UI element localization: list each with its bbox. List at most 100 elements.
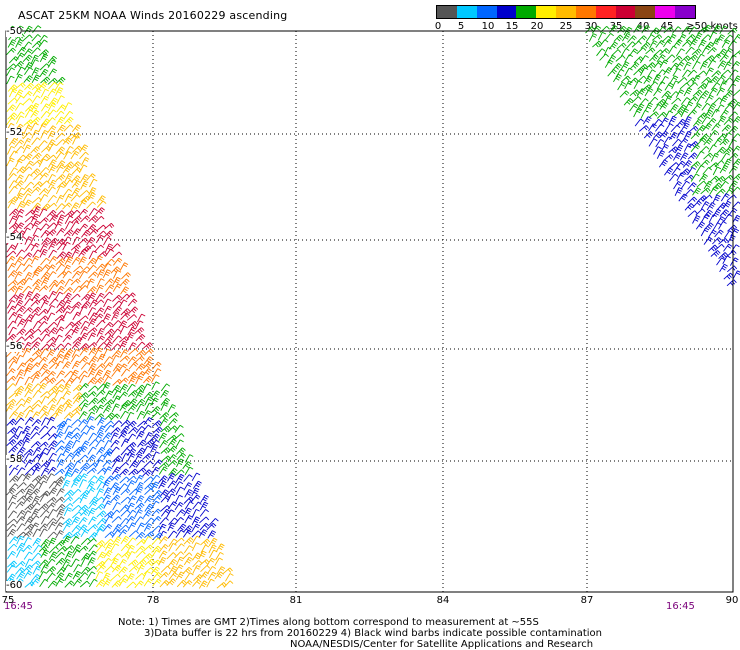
wind-barb [112, 363, 122, 372]
wind-barb [14, 417, 25, 426]
wind-barb [119, 468, 130, 476]
wind-barb [80, 215, 90, 223]
wind-barb [22, 285, 32, 294]
wind-barb [78, 237, 89, 245]
wind-barb [135, 486, 144, 495]
wind-barb [30, 425, 40, 434]
wind-barb [137, 439, 147, 448]
wind-barb [110, 413, 121, 421]
wind-barb [167, 425, 178, 433]
wind-barb [64, 173, 73, 182]
wind-barb [47, 195, 57, 203]
wind-barb [687, 167, 696, 176]
wind-barb [7, 356, 18, 364]
colorbar-segment [536, 6, 557, 18]
wind-barb [96, 397, 107, 405]
wind-barb [24, 416, 35, 425]
wind-barb [38, 523, 49, 531]
wind-barb [54, 479, 64, 488]
wind-barb [634, 118, 644, 127]
wind-barb [192, 579, 202, 587]
wind-barb [31, 355, 42, 362]
wind-barb [24, 483, 35, 491]
wind-barb [120, 535, 130, 545]
wind-barb [199, 559, 210, 566]
wind-barb [687, 82, 699, 89]
wind-barb [38, 140, 48, 148]
wind-barb [14, 214, 23, 224]
wind-barb [30, 122, 39, 132]
wind-barb [613, 34, 624, 42]
wind-barb [32, 390, 42, 399]
wind-barb [104, 515, 113, 525]
wind-barb [120, 496, 131, 504]
wind-barb [54, 496, 65, 504]
wind-barb [24, 516, 34, 525]
wind-barb [110, 439, 120, 448]
wind-barb [32, 88, 42, 97]
wind-barb [730, 257, 739, 266]
wind-barb [46, 425, 57, 434]
wind-barb [102, 479, 111, 489]
wind-barb [79, 343, 90, 351]
wind-barb [40, 257, 50, 266]
wind-barb [706, 202, 716, 211]
wind-barb [112, 524, 122, 533]
wind-barb [683, 87, 693, 97]
wind-barb [71, 405, 82, 413]
wind-barb [709, 175, 720, 183]
wind-barb [94, 528, 104, 537]
wind-barb [719, 54, 729, 62]
wind-barb [40, 299, 50, 309]
wind-barb [727, 83, 737, 92]
wind-barb [126, 331, 135, 341]
wind-barb [143, 476, 154, 484]
wind-barb [679, 152, 689, 161]
wind-barb [30, 109, 40, 118]
wind-barb [103, 230, 114, 238]
wind-barb [723, 61, 732, 71]
wind-barb [22, 227, 31, 237]
wind-barb [96, 446, 106, 455]
wind-barb [119, 340, 128, 350]
wind-barb [719, 25, 728, 35]
wind-barb [95, 560, 106, 568]
wind-barb [63, 116, 74, 125]
wind-barb [88, 250, 98, 260]
wind-barb [701, 116, 711, 125]
wind-barb [118, 483, 128, 491]
wind-barb [691, 48, 702, 56]
wind-barb [15, 293, 25, 302]
wind-barb [675, 89, 685, 98]
wind-barb [62, 390, 72, 399]
wind-barb [127, 551, 136, 560]
latitude-label: -50 [6, 26, 23, 37]
wind-barb [182, 529, 192, 538]
wind-barb [158, 461, 169, 469]
wind-barb [160, 425, 171, 433]
wind-barb [71, 180, 81, 188]
wind-barb [135, 384, 146, 392]
colorbar-tick-label: 30 [584, 21, 598, 32]
wind-barb [200, 565, 211, 573]
wind-barb [39, 180, 50, 188]
wind-barb [652, 131, 663, 139]
wind-barb [63, 412, 74, 420]
wind-barb [39, 363, 49, 372]
wind-barb [24, 160, 34, 169]
wind-barb [127, 356, 137, 365]
wind-barb [707, 103, 717, 112]
wind-barb [111, 564, 122, 573]
wind-barb [87, 377, 97, 385]
wind-barb [118, 336, 130, 343]
wind-barb [112, 300, 123, 308]
longitude-label: 84 [436, 595, 450, 606]
wind-barb [663, 67, 673, 76]
wind-barb [15, 263, 25, 272]
wind-barb [120, 425, 130, 434]
wind-barb [9, 167, 18, 176]
wind-barb [698, 173, 708, 182]
wind-barb [16, 473, 26, 482]
wind-barb [16, 482, 27, 490]
wind-barb [40, 88, 50, 98]
